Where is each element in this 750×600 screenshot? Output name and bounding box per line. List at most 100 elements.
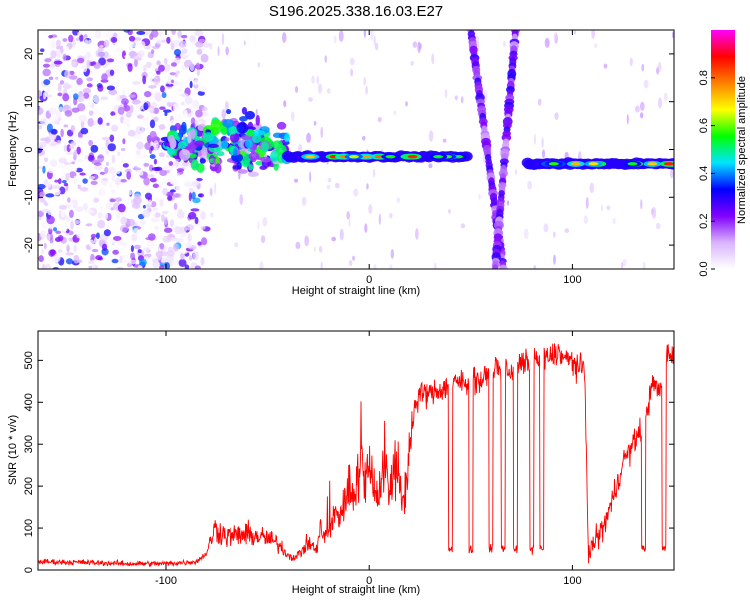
spectrogram-y-label: Frequency (Hz): [7, 111, 19, 187]
noise-blob: [39, 141, 47, 148]
noise-speck: [317, 83, 323, 94]
noise-blob: [63, 82, 70, 90]
noise-blob: [83, 33, 88, 39]
y-tick-label: 500: [23, 351, 35, 369]
noise-blob: [107, 166, 117, 175]
scatter-blob: [210, 118, 222, 131]
noise-blob: [67, 34, 74, 43]
y-tick-label: -20: [23, 237, 35, 253]
noise-speck: [260, 235, 266, 244]
noise-blob: [126, 123, 131, 128]
noise-speck: [377, 116, 382, 123]
noise-blob: [176, 168, 185, 172]
noise-blob: [161, 210, 169, 215]
noise-blob: [46, 123, 53, 133]
noise-speck: [642, 261, 646, 269]
noise-blob: [42, 63, 50, 68]
noise-blob: [109, 181, 113, 188]
noise-speck: [541, 149, 546, 159]
noise-speck: [225, 46, 229, 56]
noise-speck: [585, 197, 589, 209]
noise-blob: [38, 106, 44, 115]
noise-blob: [52, 188, 61, 196]
noise-speck: [428, 130, 434, 142]
noise-blob: [184, 59, 193, 68]
noise-blob: [141, 187, 146, 195]
noise-blob: [68, 75, 78, 80]
scatter-blob: [190, 159, 199, 171]
noise-speck: [431, 53, 435, 65]
tone-peak: [663, 162, 674, 166]
y-tick-label: 100: [23, 519, 35, 537]
noise-blob: [102, 112, 107, 121]
noise-blob: [62, 53, 67, 61]
noise-speck: [658, 97, 662, 109]
noise-speck: [541, 137, 544, 148]
noise-blob: [174, 57, 181, 65]
noise-blob: [86, 101, 93, 108]
y-tick-label: 0: [23, 146, 35, 152]
noise-speck: [573, 30, 577, 35]
streak-segment: [498, 264, 508, 269]
noise-speck: [221, 109, 227, 119]
noise-blob: [63, 144, 68, 152]
noise-blob: [150, 253, 157, 260]
colorbar-tick-label: 0.0: [698, 261, 710, 276]
noise-blob: [195, 62, 201, 71]
noise-blob: [99, 96, 109, 101]
scatter-blob: [228, 125, 238, 135]
noise-blob: [130, 252, 136, 260]
noise-blob: [103, 39, 110, 48]
tone-peak: [588, 162, 599, 166]
noise-blob: [166, 250, 175, 257]
scatter-blob: [241, 160, 251, 168]
scatter-blob: [260, 156, 271, 163]
noise-blob: [170, 79, 175, 84]
noise-blob: [178, 258, 187, 267]
noise-speck: [553, 32, 558, 44]
noise-blob: [57, 83, 62, 92]
noise-blob: [60, 209, 67, 217]
noise-blob: [136, 153, 146, 159]
noise-blob: [50, 39, 57, 49]
noise-blob: [155, 93, 162, 102]
noise-blob: [128, 45, 134, 51]
noise-blob: [147, 174, 155, 178]
noise-blob: [127, 40, 134, 46]
noise-blob: [147, 107, 154, 113]
noise-speck: [214, 182, 217, 195]
noise-speck: [589, 182, 595, 194]
noise-blob: [132, 81, 141, 85]
scatter-blob: [214, 163, 222, 174]
noise-blob: [92, 61, 96, 65]
scatter-blob: [233, 147, 238, 157]
noise-blob: [75, 37, 80, 41]
noise-blob: [133, 244, 141, 250]
noise-blob: [143, 162, 150, 167]
noise-blob: [120, 147, 126, 152]
noise-blob: [71, 60, 77, 68]
noise-blob: [45, 193, 55, 198]
scatter-blob: [259, 165, 268, 170]
noise-blob: [188, 187, 194, 194]
noise-blob: [180, 93, 189, 98]
y-tick-label: 10: [23, 96, 35, 108]
noise-speck: [543, 223, 549, 233]
noise-blob: [177, 88, 184, 93]
noise-blob: [195, 109, 203, 118]
noise-blob: [142, 75, 147, 85]
x-tick-label: 100: [563, 274, 581, 286]
noise-blob: [180, 246, 186, 254]
noise-blob: [106, 58, 115, 63]
scatter-blob: [181, 121, 187, 132]
noise-blob: [72, 93, 79, 100]
tone-peak: [647, 162, 658, 166]
noise-blob: [171, 30, 176, 36]
noise-blob: [137, 50, 145, 58]
scatter-blob: [193, 140, 205, 147]
noise-blob: [94, 165, 103, 170]
noise-blob: [196, 48, 203, 55]
noise-blob: [82, 64, 88, 73]
noise-blob: [52, 69, 59, 74]
